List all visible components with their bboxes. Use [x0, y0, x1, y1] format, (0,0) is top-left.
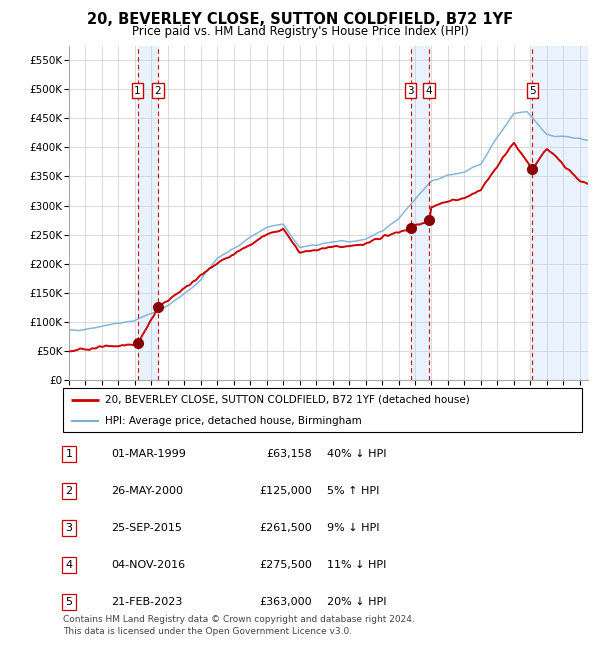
Text: 2: 2: [155, 86, 161, 96]
Text: 26-MAY-2000: 26-MAY-2000: [111, 486, 183, 496]
Bar: [137, 46, 158, 380]
Text: 20, BEVERLEY CLOSE, SUTTON COLDFIELD, B72 1YF: 20, BEVERLEY CLOSE, SUTTON COLDFIELD, B7…: [87, 12, 513, 27]
Text: £125,000: £125,000: [259, 486, 312, 496]
Text: 9% ↓ HPI: 9% ↓ HPI: [327, 523, 380, 533]
Text: 4: 4: [65, 560, 73, 570]
Text: 3: 3: [407, 86, 414, 96]
Bar: [532, 46, 588, 380]
Text: 40% ↓ HPI: 40% ↓ HPI: [327, 449, 386, 459]
Text: 3: 3: [65, 523, 73, 533]
Text: Price paid vs. HM Land Registry's House Price Index (HPI): Price paid vs. HM Land Registry's House …: [131, 25, 469, 38]
Bar: [532, 46, 588, 380]
Text: 2: 2: [65, 486, 73, 496]
Text: £275,500: £275,500: [259, 560, 312, 570]
Text: 20, BEVERLEY CLOSE, SUTTON COLDFIELD, B72 1YF (detached house): 20, BEVERLEY CLOSE, SUTTON COLDFIELD, B7…: [104, 395, 469, 405]
Text: 5: 5: [529, 86, 536, 96]
Text: 20% ↓ HPI: 20% ↓ HPI: [327, 597, 386, 607]
Text: 1: 1: [65, 449, 73, 459]
Text: 25-SEP-2015: 25-SEP-2015: [111, 523, 182, 533]
Text: This data is licensed under the Open Government Licence v3.0.: This data is licensed under the Open Gov…: [63, 627, 352, 636]
Text: 5: 5: [65, 597, 73, 607]
Text: £261,500: £261,500: [259, 523, 312, 533]
Text: £63,158: £63,158: [266, 449, 312, 459]
Text: £363,000: £363,000: [259, 597, 312, 607]
Text: 4: 4: [425, 86, 432, 96]
Text: Contains HM Land Registry data © Crown copyright and database right 2024.: Contains HM Land Registry data © Crown c…: [63, 615, 415, 624]
Text: HPI: Average price, detached house, Birmingham: HPI: Average price, detached house, Birm…: [104, 416, 361, 426]
Text: 21-FEB-2023: 21-FEB-2023: [111, 597, 182, 607]
Bar: [410, 46, 429, 380]
Text: 1: 1: [134, 86, 141, 96]
Text: 01-MAR-1999: 01-MAR-1999: [111, 449, 186, 459]
Text: 11% ↓ HPI: 11% ↓ HPI: [327, 560, 386, 570]
Text: 04-NOV-2016: 04-NOV-2016: [111, 560, 185, 570]
Text: 5% ↑ HPI: 5% ↑ HPI: [327, 486, 379, 496]
